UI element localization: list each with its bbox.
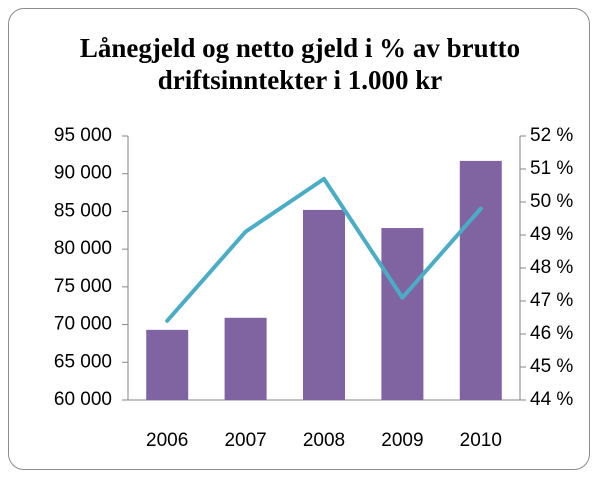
y2-tick-label: 49 %	[530, 224, 573, 245]
y2-tick-label: 44 %	[530, 389, 573, 410]
bar	[303, 209, 345, 400]
x-tick-label: 2006	[146, 430, 188, 451]
y2-tick-label: 50 %	[530, 191, 573, 212]
y2-tick-label: 51 %	[530, 158, 573, 179]
x-tick-label: 2008	[303, 430, 345, 451]
bar	[146, 329, 189, 400]
y-tick-label: 90 000	[54, 163, 112, 184]
y2-tick-label: 45 %	[530, 356, 573, 377]
x-tick-label: 2009	[381, 430, 423, 451]
bar	[459, 160, 502, 400]
y-tick-label: 75 000	[54, 276, 112, 297]
y-tick-label: 70 000	[54, 314, 112, 335]
y-tick-label: 60 000	[54, 389, 112, 410]
y2-tick-label: 52 %	[530, 125, 573, 146]
x-tick-label: 2007	[224, 430, 266, 451]
x-tick-label: 2010	[460, 430, 502, 451]
bar	[381, 228, 424, 400]
y2-tick-label: 48 %	[530, 257, 573, 278]
bar	[224, 317, 267, 400]
y-tick-label: 95 000	[54, 125, 112, 146]
y-tick-label: 80 000	[54, 238, 112, 259]
y-tick-label: 85 000	[54, 200, 112, 221]
y2-tick-label: 46 %	[530, 323, 573, 344]
y-tick-label: 65 000	[54, 351, 112, 372]
chart-title: Lånegjeld og netto gjeld i % av brutto d…	[79, 33, 521, 95]
line	[165, 176, 483, 323]
y2-tick-label: 47 %	[530, 290, 573, 311]
